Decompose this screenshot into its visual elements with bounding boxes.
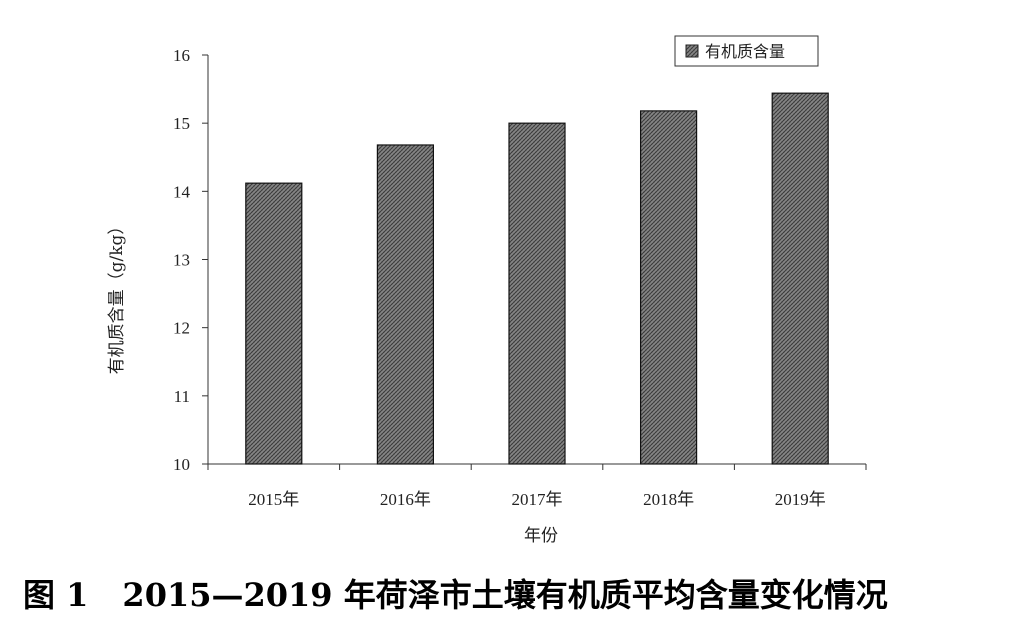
bar-2016 [376, 144, 434, 465]
bar-chart: 10 11 12 13 14 15 16 2015年 2016年 2017年 2018年 2019年… [107, 35, 867, 546]
x-tick-label: 2018年 [643, 490, 694, 509]
bar-2015 [245, 182, 303, 465]
bar-2017 [508, 122, 566, 465]
y-tick-label: 16 [173, 46, 190, 65]
y-tick-label: 14 [173, 182, 191, 201]
legend: 有机质含量 [674, 35, 819, 67]
legend-label: 有机质含量 [705, 42, 785, 61]
figure-caption-text: 2015—2019 年荷泽市土壤有机质平均含量变化情况 [122, 576, 888, 614]
x-tick-label: 2019年 [775, 490, 826, 509]
y-tick-label: 12 [173, 319, 190, 338]
y-axis-title: 有机质含量（g/kg） [107, 218, 127, 375]
y-tick-label: 10 [173, 455, 190, 474]
y-tick-label: 15 [173, 114, 190, 133]
x-tick-label: 2017年 [512, 490, 563, 509]
bar-2018 [639, 110, 698, 465]
figure-number: 图 1 [23, 576, 89, 614]
legend-swatch [685, 44, 699, 58]
x-axis: 2015年 2016年 2017年 2018年 2019年 [207, 463, 867, 509]
legend-box [674, 35, 819, 67]
y-axis: 10 11 12 13 14 15 16 [173, 46, 209, 474]
x-tick-label: 2016年 [380, 490, 431, 509]
x-tick-label: 2015年 [248, 490, 299, 509]
bars [245, 92, 829, 465]
bar-2019 [771, 92, 829, 465]
x-axis-title: 年份 [524, 526, 558, 546]
figure-caption: 图 1 2015—2019 年荷泽市土壤有机质平均含量变化情况 [23, 570, 993, 620]
y-tick-label: 11 [174, 387, 190, 406]
y-tick-label: 13 [173, 251, 190, 270]
